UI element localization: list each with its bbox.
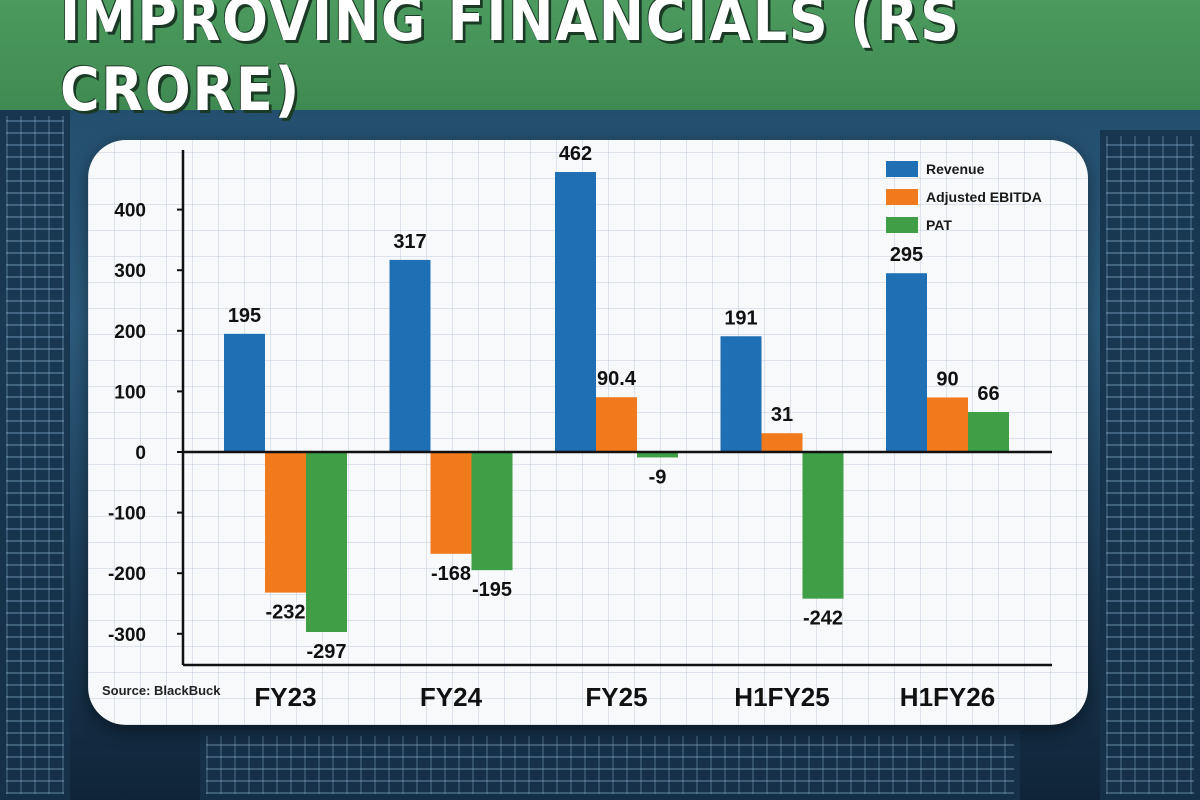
data-label-pat-h1fy25: -242	[803, 608, 843, 630]
page-title: IMPROVING FINANCIALS (RS CRORE)	[60, 0, 961, 125]
y-tick-label: 100	[114, 382, 146, 403]
data-label-ebitda-h1fy25: 31	[771, 404, 793, 426]
bar-pat-h1fy26	[968, 412, 1009, 452]
data-label-pat-h1fy26: 66	[977, 383, 999, 405]
legend-swatch-pat	[886, 217, 918, 233]
legend-label-revenue: Revenue	[926, 161, 985, 177]
data-label-revenue-h1fy26: 295	[890, 244, 923, 266]
bar-pat-fy23	[306, 452, 347, 632]
x-tick-label: FY23	[254, 682, 316, 712]
data-label-revenue-fy25: 462	[559, 143, 592, 165]
x-tick-label: H1FY26	[900, 682, 995, 712]
legend-item-pat: PAT	[886, 211, 1042, 239]
bar-ebitda-h1fy25	[761, 433, 803, 452]
y-tick-label: -300	[108, 625, 146, 646]
chart-legend: Revenue Adjusted EBITDA PAT	[886, 155, 1042, 239]
data-label-revenue-fy23: 195	[228, 305, 261, 327]
bar-ebitda-h1fy26	[927, 397, 968, 452]
data-label-ebitda-fy23: -232	[265, 602, 305, 624]
data-label-ebitda-fy25: 90.4	[597, 368, 637, 390]
legend-swatch-revenue	[886, 161, 918, 177]
legend-item-ebitda: Adjusted EBITDA	[886, 183, 1042, 211]
data-label-ebitda-fy24: -168	[431, 563, 471, 585]
background-building	[0, 110, 70, 800]
data-label-pat-fy24: -195	[472, 579, 512, 601]
bar-revenue-fy24	[389, 259, 431, 452]
bar-revenue-h1fy26	[886, 273, 927, 452]
bar-pat-fy25	[637, 452, 678, 458]
bar-ebitda-fy23	[265, 452, 306, 593]
background-building	[1100, 130, 1200, 800]
bar-pat-fy24	[471, 452, 513, 571]
y-tick-label: 0	[135, 443, 146, 464]
y-tick-label: 300	[114, 261, 146, 282]
background-building	[200, 730, 1020, 800]
data-label-revenue-fy24: 317	[393, 231, 426, 253]
y-tick-label: -100	[108, 504, 146, 525]
x-tick-label: H1FY25	[734, 682, 829, 712]
data-label-pat-fy23: -297	[306, 641, 346, 663]
bar-revenue-fy25	[555, 172, 596, 452]
bar-ebitda-fy24	[430, 452, 472, 554]
source-note: Source: BlackBuck	[102, 683, 221, 698]
x-tick-label: FY25	[585, 682, 647, 712]
bar-ebitda-fy25	[596, 397, 637, 452]
y-tick-label: 200	[114, 322, 146, 343]
legend-label-ebitda: Adjusted EBITDA	[926, 189, 1042, 205]
y-tick-label: -200	[108, 564, 146, 585]
legend-swatch-ebitda	[886, 189, 918, 205]
x-tick-label: FY24	[420, 682, 483, 712]
bar-revenue-fy23	[224, 333, 265, 452]
y-tick-label: 400	[114, 201, 146, 222]
data-label-pat-fy25: -9	[649, 466, 667, 488]
title-banner: IMPROVING FINANCIALS (RS CRORE)	[0, 0, 1200, 125]
bar-pat-h1fy25	[802, 452, 844, 599]
bar-revenue-h1fy25	[720, 336, 762, 452]
data-label-revenue-h1fy25: 191	[724, 307, 757, 329]
legend-label-pat: PAT	[926, 217, 952, 233]
data-label-ebitda-h1fy26: 90	[936, 368, 958, 390]
legend-item-revenue: Revenue	[886, 155, 1042, 183]
